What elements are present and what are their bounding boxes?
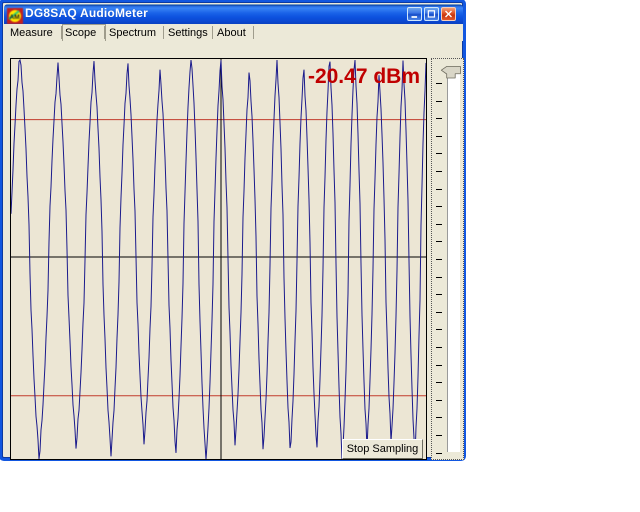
svg-text:AM: AM (10, 14, 20, 21)
